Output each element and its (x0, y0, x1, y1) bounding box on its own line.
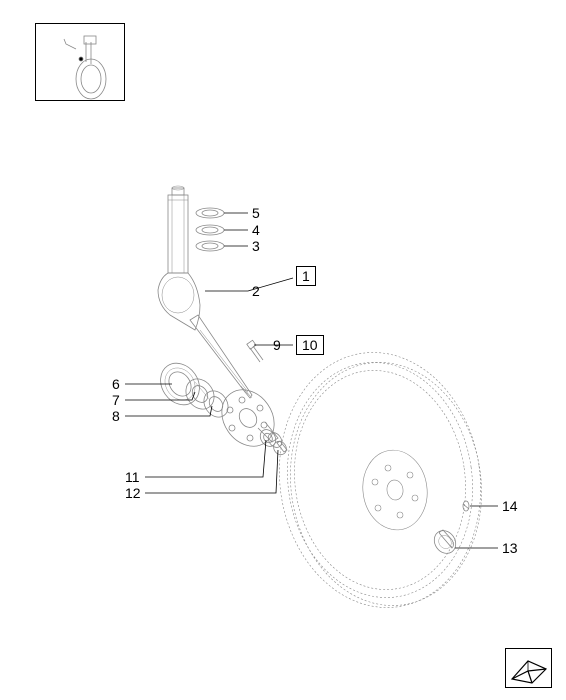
callout-6: 6 (112, 376, 120, 392)
cap-13 (430, 526, 460, 557)
wheel-rim (263, 339, 497, 620)
callout-14: 14 (502, 498, 518, 514)
callout-2: 2 (252, 283, 260, 299)
callout-9: 9 (273, 337, 281, 353)
part-12 (271, 439, 289, 457)
bearing-7 (180, 373, 220, 414)
callout-10-boxed: 10 (296, 335, 324, 355)
page-turn-icon (506, 649, 553, 689)
bearing-8 (199, 386, 233, 422)
corner-icon-box (505, 648, 552, 688)
callout-13: 13 (502, 540, 518, 556)
callout-8: 8 (112, 408, 120, 424)
callout-4: 4 (252, 222, 260, 238)
callout-3: 3 (252, 238, 260, 254)
callout-5: 5 (252, 205, 260, 221)
main-diagram (0, 0, 566, 700)
callout-7: 7 (112, 392, 120, 408)
callout-1-boxed: 1 (296, 266, 316, 286)
callout-11: 11 (125, 469, 140, 485)
top-washers (196, 208, 224, 251)
pin-14 (463, 501, 469, 511)
callout-12: 12 (125, 485, 141, 501)
bolt-9 (247, 340, 263, 362)
